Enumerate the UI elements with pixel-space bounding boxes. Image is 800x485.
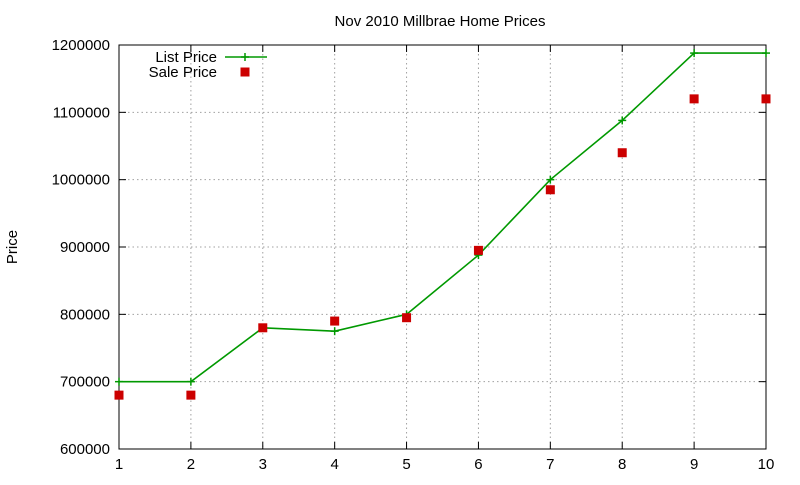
series-line bbox=[119, 52, 766, 383]
x-tick-label: 3 bbox=[259, 456, 267, 473]
x-tick-label: 2 bbox=[187, 456, 195, 473]
x-tick-label: 9 bbox=[690, 456, 698, 473]
x-tick-label: 6 bbox=[474, 456, 482, 473]
legend-plus-swatch bbox=[241, 53, 249, 61]
y-tick-label: 700000 bbox=[60, 374, 110, 391]
legend-label: Sale Price bbox=[149, 64, 217, 81]
legend-square-swatch bbox=[240, 67, 250, 77]
x-tick-label: 10 bbox=[758, 456, 775, 473]
x-tick-label: 4 bbox=[330, 456, 338, 473]
data-point bbox=[689, 94, 699, 104]
y-tick-label: 800000 bbox=[60, 306, 110, 323]
data-point bbox=[186, 377, 195, 386]
legend-label: List Price bbox=[155, 49, 217, 66]
y-tick-label: 1000000 bbox=[52, 172, 110, 189]
data-point bbox=[330, 327, 339, 336]
y-tick-label: 900000 bbox=[60, 239, 110, 256]
data-point bbox=[618, 116, 627, 125]
x-tick-label: 8 bbox=[618, 456, 626, 473]
series-list-price bbox=[115, 49, 770, 386]
y-tick-label: 1200000 bbox=[52, 37, 110, 54]
data-point bbox=[330, 316, 340, 326]
y-tick-label: 1100000 bbox=[53, 104, 110, 121]
chart-title: Nov 2010 Millbrae Home Prices bbox=[335, 13, 546, 30]
data-point bbox=[402, 313, 412, 323]
data-point bbox=[546, 175, 555, 184]
x-tick-label: 1 bbox=[115, 456, 123, 473]
data-point bbox=[114, 390, 124, 400]
x-tick-label: 7 bbox=[546, 456, 554, 473]
data-point bbox=[473, 245, 483, 255]
axis-ticks: 1 2 3 4 5 6 7 8 9 10 600000 700000 800000 900000 10000… bbox=[52, 37, 775, 473]
data-point bbox=[761, 94, 771, 104]
data-point bbox=[258, 323, 268, 333]
x-tick-label: 5 bbox=[402, 456, 410, 473]
data-point bbox=[617, 148, 627, 158]
y-tick-label: 600000 bbox=[60, 441, 110, 458]
grid-lines bbox=[119, 45, 766, 449]
series-sale-price bbox=[114, 94, 771, 400]
series-marks bbox=[114, 49, 771, 400]
data-point bbox=[690, 49, 699, 58]
data-point bbox=[115, 377, 123, 386]
y-axis-label: Price bbox=[4, 230, 21, 264]
data-point bbox=[545, 185, 555, 195]
data-point bbox=[762, 49, 770, 58]
data-point bbox=[186, 390, 196, 400]
